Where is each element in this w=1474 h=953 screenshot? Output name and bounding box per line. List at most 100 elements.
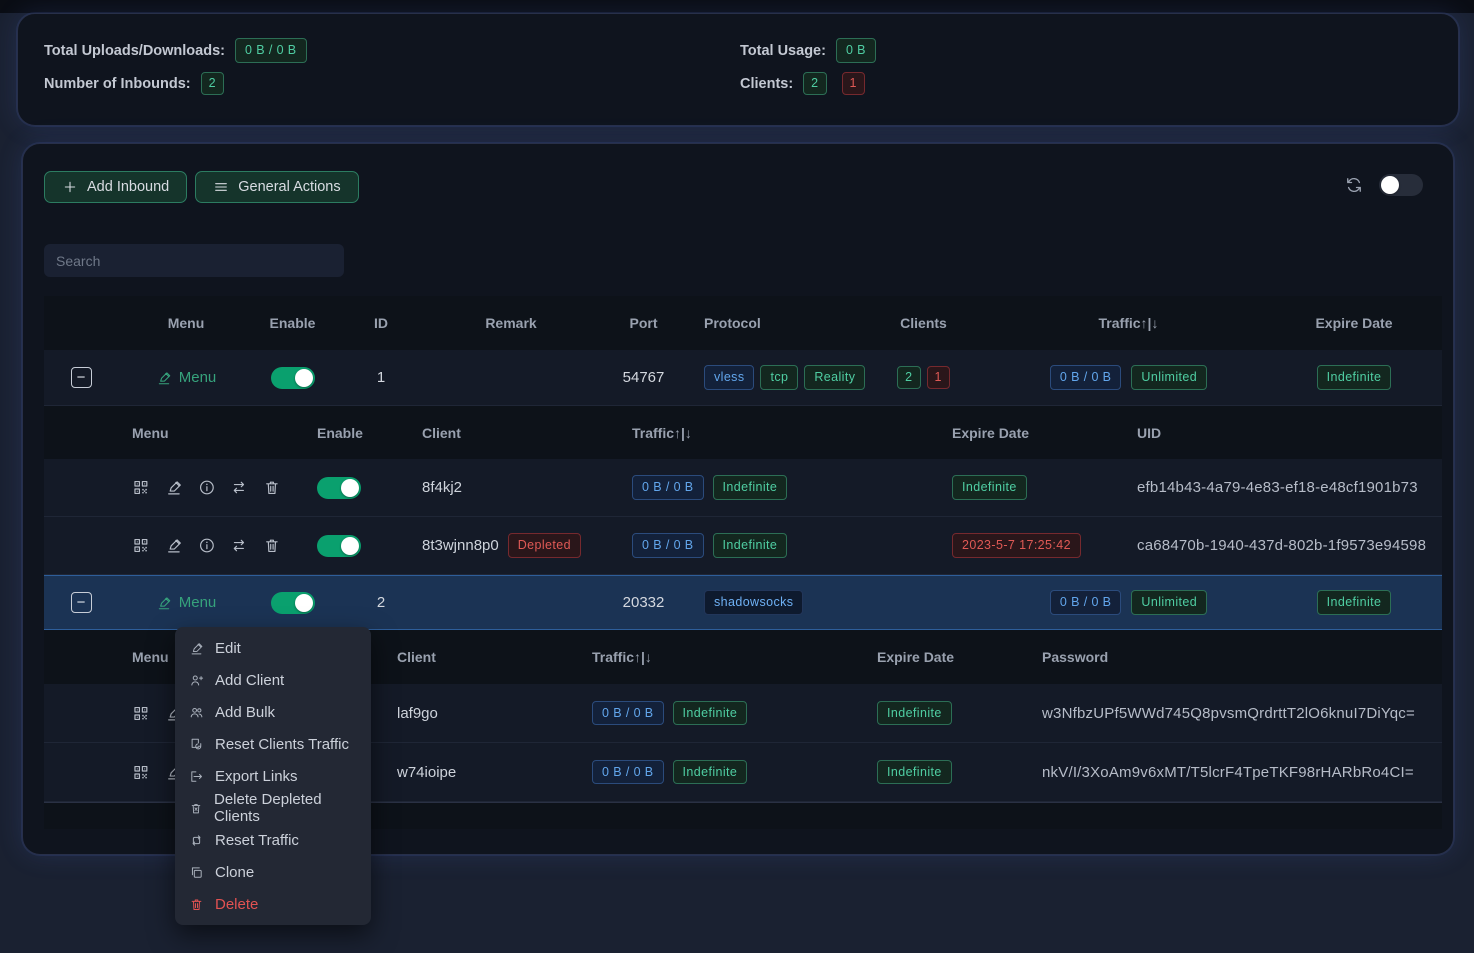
header-enable: Enable xyxy=(254,315,331,331)
collapse-row-button[interactable]: − xyxy=(71,592,92,613)
search-input[interactable] xyxy=(44,244,344,277)
toolbar: Add Inbound General Actions xyxy=(44,171,359,203)
sub-header-traffic[interactable]: Traffic↑|↓ xyxy=(602,425,922,441)
plus-icon xyxy=(62,179,78,195)
traffic-limit-badge: Indefinite xyxy=(673,701,748,725)
stat-value-badge: 0 B xyxy=(836,38,876,62)
menu-item-label: Add Client xyxy=(215,672,284,689)
header-clients: Clients xyxy=(856,315,991,331)
expire-badge: 2023-5-7 17:25:42 xyxy=(952,533,1081,557)
menu-item-reset-traffic[interactable]: Reset Traffic xyxy=(175,824,371,856)
auto-refresh-toggle[interactable] xyxy=(1379,174,1423,196)
client-actions xyxy=(102,476,287,499)
inbound-row-1[interactable]: − Menu 1 54767 vless tcp Reality 2 1 0 xyxy=(44,350,1442,406)
inbound-protocols: shadowsocks xyxy=(696,590,856,614)
inbound-enable-toggle[interactable] xyxy=(271,367,315,389)
expire-badge: Indefinite xyxy=(877,760,952,784)
users-icon xyxy=(189,705,204,720)
menu-item-clone[interactable]: Clone xyxy=(175,856,371,888)
client-password: nkV/I/3XoAm9v6xMT/T5lcrF4TpeTKF98rHARbRo… xyxy=(1032,764,1442,781)
menu-item-label: Delete Depleted Clients xyxy=(214,791,361,825)
client-enable-toggle[interactable] xyxy=(317,535,361,557)
reset-traffic-icon[interactable] xyxy=(230,476,248,499)
depleted-badge: Depleted xyxy=(508,533,581,557)
reset-traffic-icon[interactable] xyxy=(230,534,248,557)
clients-table-header-1: Menu Enable Client Traffic↑|↓ Expire Dat… xyxy=(44,406,1442,459)
stats-panel: Total Uploads/Downloads: 0 B / 0 B Total… xyxy=(17,13,1459,126)
expire-badge: Indefinite xyxy=(1317,590,1392,614)
add-inbound-button[interactable]: Add Inbound xyxy=(44,171,187,203)
window-top-strip xyxy=(0,0,1474,13)
sub-header-traffic[interactable]: Traffic↑|↓ xyxy=(582,649,867,665)
qrcode-icon[interactable] xyxy=(132,761,150,784)
menu-item-label: Edit xyxy=(215,640,241,657)
client-uid: efb14b43-4a79-4e83-ef18-e48cf1901b73 xyxy=(1107,479,1442,496)
refresh-area xyxy=(1344,174,1423,196)
network-badge: tcp xyxy=(760,365,798,389)
edit-pencil-icon xyxy=(156,595,172,611)
refresh-icon[interactable] xyxy=(1344,175,1364,195)
menu-item-edit[interactable]: Edit xyxy=(175,632,371,664)
menu-item-add-client[interactable]: Add Client xyxy=(175,664,371,696)
menu-item-delete-depleted-clients[interactable]: Delete Depleted Clients xyxy=(175,792,371,824)
file-sync-icon xyxy=(189,737,204,752)
inbound-context-menu: Edit Add Client Add Bulk Reset Clients T… xyxy=(175,627,371,925)
export-icon xyxy=(189,769,204,784)
traffic-badge: 0 B / 0 B xyxy=(632,533,704,557)
stat-total-uploads-downloads: Total Uploads/Downloads: 0 B / 0 B xyxy=(44,34,740,67)
client-enable-toggle[interactable] xyxy=(317,477,361,499)
menu-item-label: Delete xyxy=(215,896,258,913)
header-remark: Remark xyxy=(431,315,591,331)
inbound-menu-button[interactable]: Menu xyxy=(156,594,217,611)
header-traffic[interactable]: Traffic↑|↓ xyxy=(991,315,1266,331)
inbound-protocols: vless tcp Reality xyxy=(696,365,856,389)
client-traffic: 0 B / 0 B Indefinite xyxy=(602,475,922,499)
menu-lines-icon xyxy=(213,179,229,195)
traffic-limit-badge: Indefinite xyxy=(673,760,748,784)
qrcode-icon[interactable] xyxy=(132,476,150,499)
menu-item-label: Add Bulk xyxy=(215,704,275,721)
inbound-clients-counts: 2 1 xyxy=(856,366,991,388)
stat-label: Total Usage: xyxy=(740,43,826,59)
menu-item-export-links[interactable]: Export Links xyxy=(175,760,371,792)
traffic-limit-badge: Indefinite xyxy=(713,475,788,499)
menu-item-label: Reset Traffic xyxy=(215,832,299,849)
header-port: Port xyxy=(591,315,696,331)
inbound-menu-button[interactable]: Menu xyxy=(156,369,217,386)
stat-label: Total Uploads/Downloads: xyxy=(44,43,225,59)
menu-item-label: Clone xyxy=(215,864,254,881)
client-name: laf9go xyxy=(387,705,582,722)
user-add-icon xyxy=(189,673,204,688)
traffic-badge: 0 B / 0 B xyxy=(592,701,664,725)
header-id: ID xyxy=(331,315,431,331)
edit-pencil-icon[interactable] xyxy=(165,476,183,499)
clients-depleted-badge: 1 xyxy=(927,366,950,388)
menu-item-add-bulk[interactable]: Add Bulk xyxy=(175,696,371,728)
inbound-port: 54767 xyxy=(591,369,696,386)
expire-badge: Indefinite xyxy=(877,701,952,725)
inbound-row-2[interactable]: − Menu 2 20332 shadowsocks 0 B / 0 B Unl… xyxy=(44,575,1442,630)
stat-value-badge: 2 xyxy=(201,72,224,94)
clients-active-badge: 2 xyxy=(897,366,920,388)
stat-number-of-inbounds: Number of Inbounds: 2 xyxy=(44,67,740,100)
table-header-row: Menu Enable ID Remark Port Protocol Clie… xyxy=(44,296,1442,350)
info-icon[interactable] xyxy=(198,476,216,499)
client-traffic: 0 B / 0 B Indefinite xyxy=(602,533,922,557)
client-traffic: 0 B / 0 B Indefinite xyxy=(582,701,867,725)
inbound-id: 2 xyxy=(331,594,431,611)
trash-icon[interactable] xyxy=(263,534,281,557)
menu-item-delete[interactable]: Delete xyxy=(175,888,371,920)
inbound-id: 1 xyxy=(331,369,431,386)
sub-header-expire: Expire Date xyxy=(867,649,1032,665)
inbound-enable-toggle[interactable] xyxy=(271,592,315,614)
trash-icon[interactable] xyxy=(263,476,281,499)
qrcode-icon[interactable] xyxy=(132,534,150,557)
inbound-expire: Indefinite xyxy=(1266,365,1442,389)
collapse-row-button[interactable]: − xyxy=(71,367,92,388)
info-icon[interactable] xyxy=(198,534,216,557)
qrcode-icon[interactable] xyxy=(132,702,150,725)
general-actions-button[interactable]: General Actions xyxy=(195,171,358,203)
menu-item-reset-clients-traffic[interactable]: Reset Clients Traffic xyxy=(175,728,371,760)
edit-pencil-icon[interactable] xyxy=(165,534,183,557)
sub-header-menu: Menu xyxy=(102,425,287,441)
